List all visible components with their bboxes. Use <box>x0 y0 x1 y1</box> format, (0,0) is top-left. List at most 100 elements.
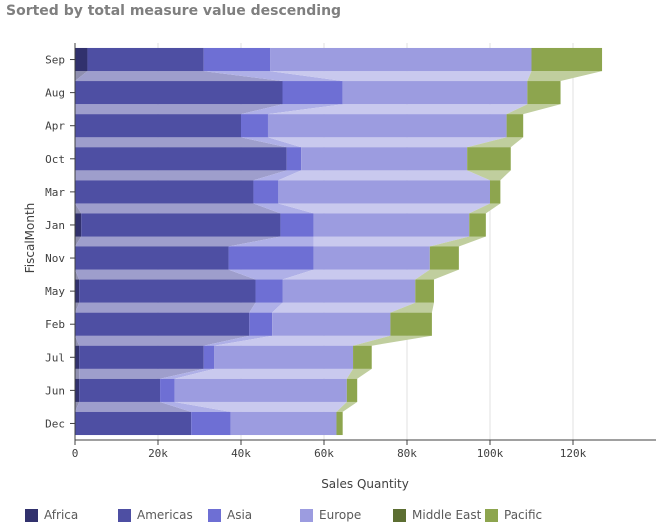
bar-jul-americas[interactable] <box>79 345 204 369</box>
legend-label: Americas <box>137 508 193 522</box>
bar-mar-pacific[interactable] <box>490 180 501 204</box>
bar-sep-europe[interactable] <box>270 47 532 72</box>
bar-jan-pacific[interactable] <box>469 213 486 237</box>
connector-ribbon <box>75 335 250 346</box>
legend-item-americas[interactable]: Americas <box>118 505 193 525</box>
bar-dec-asia[interactable] <box>191 411 231 436</box>
bar-feb-pacific[interactable] <box>390 312 432 336</box>
connector-ribbon <box>336 401 358 412</box>
bar-oct-pacific[interactable] <box>467 147 511 171</box>
bar-jul-asia[interactable] <box>203 345 215 369</box>
connector-ribbon <box>346 368 372 379</box>
bar-nov-americas[interactable] <box>75 246 229 270</box>
bar-sep-pacific[interactable] <box>531 47 603 72</box>
legend-item-pacific[interactable]: Pacific <box>485 505 542 525</box>
bar-dec-americas[interactable] <box>75 411 192 436</box>
legend-item-africa[interactable]: Africa <box>25 505 78 525</box>
bar-nov-pacific[interactable] <box>429 246 459 270</box>
legend-swatch <box>300 508 313 522</box>
legend-label: Pacific <box>504 508 543 522</box>
bar-nov-asia[interactable] <box>228 246 314 270</box>
bar-apr-asia[interactable] <box>241 114 268 138</box>
bar-may-europe[interactable] <box>282 279 416 303</box>
bar-mar-americas[interactable] <box>75 180 254 204</box>
y-tick-label: May <box>45 285 65 298</box>
bar-may-africa[interactable] <box>75 279 80 303</box>
connector-ribbon <box>203 335 273 346</box>
connector-ribbon <box>75 170 287 181</box>
bar-mar-europe[interactable] <box>278 180 490 204</box>
bar-feb-europe[interactable] <box>272 312 391 336</box>
x-axis-label: Sales Quantity <box>321 477 409 491</box>
bar-jun-pacific[interactable] <box>346 378 358 402</box>
connector-ribbon <box>75 71 283 82</box>
connector-ribbon <box>75 269 80 280</box>
legend-swatch <box>25 508 38 522</box>
connector-ribbon <box>75 302 80 313</box>
legend-swatch <box>208 508 221 522</box>
legend-item-asia[interactable]: Asia <box>208 505 252 525</box>
connector-ribbon <box>75 368 80 379</box>
bar-aug-americas[interactable] <box>75 81 283 105</box>
connector-ribbon <box>75 71 88 82</box>
connector-ribbon <box>75 335 80 346</box>
bar-oct-europe[interactable] <box>301 147 468 171</box>
bar-sep-americas[interactable] <box>87 47 204 72</box>
bar-feb-americas[interactable] <box>75 312 250 336</box>
connector-ribbon <box>174 401 347 412</box>
bar-jan-africa[interactable] <box>75 213 82 237</box>
connector-ribbon <box>160 368 215 379</box>
bar-apr-europe[interactable] <box>267 114 507 138</box>
connector-ribbon <box>75 203 82 214</box>
connector-ribbon <box>282 269 430 280</box>
y-tick-label: Mar <box>45 186 65 199</box>
bar-aug-asia[interactable] <box>282 81 343 105</box>
bar-dec-pacific[interactable] <box>336 411 343 436</box>
bar-mar-asia[interactable] <box>253 180 279 204</box>
bar-oct-asia[interactable] <box>286 147 302 171</box>
bar-apr-americas[interactable] <box>75 114 241 138</box>
bar-oct-americas[interactable] <box>75 147 287 171</box>
y-axis-label: FiscalMonth <box>23 203 37 274</box>
connector-ribbon <box>353 335 432 346</box>
bars <box>75 47 603 436</box>
bar-sep-asia[interactable] <box>203 47 271 72</box>
bar-jan-asia[interactable] <box>280 213 314 237</box>
bar-jul-pacific[interactable] <box>353 345 372 369</box>
axes: Sep Aug Apr Oct Mar Jan Nov May Feb Jul Jun Dec 0 20k… <box>45 43 656 460</box>
bar-jun-europe[interactable] <box>174 378 347 402</box>
bar-dec-europe[interactable] <box>230 411 337 436</box>
connector-ribbon <box>75 302 256 313</box>
x-tick-label: 20k <box>148 447 168 460</box>
bar-jan-americas[interactable] <box>81 213 281 237</box>
bar-may-pacific[interactable] <box>415 279 434 303</box>
bar-feb-asia[interactable] <box>249 312 273 336</box>
y-tick-label: Jun <box>45 384 65 397</box>
connector-ribbon <box>429 236 486 247</box>
bar-apr-pacific[interactable] <box>506 114 524 138</box>
legend-label: Africa <box>44 508 79 522</box>
y-tick-label: Sep <box>45 54 65 67</box>
legend-item-europe[interactable]: Europe <box>300 505 361 525</box>
connector-ribbon <box>267 137 507 148</box>
y-tick-label: Oct <box>45 153 65 166</box>
connector-ribbon <box>75 236 82 247</box>
bar-jan-europe[interactable] <box>313 213 470 237</box>
bar-nov-europe[interactable] <box>313 246 430 270</box>
bar-aug-pacific[interactable] <box>527 81 561 105</box>
x-tick-label: 120k <box>560 447 587 460</box>
bar-jul-africa[interactable] <box>75 345 80 369</box>
legend-label: Middle East <box>412 508 482 522</box>
legend-item-middle-east[interactable]: Middle East <box>393 505 481 525</box>
bar-aug-europe[interactable] <box>342 81 528 105</box>
bar-may-americas[interactable] <box>79 279 256 303</box>
bar-jun-africa[interactable] <box>75 378 80 402</box>
bar-jun-asia[interactable] <box>160 378 175 402</box>
connector-ribbon <box>415 269 459 280</box>
connector-ribbon <box>160 401 231 412</box>
bar-jul-europe[interactable] <box>214 345 354 369</box>
bar-sep-africa[interactable] <box>75 47 88 72</box>
bar-may-asia[interactable] <box>255 279 283 303</box>
bar-jun-americas[interactable] <box>79 378 161 402</box>
legend-swatch <box>118 508 131 522</box>
